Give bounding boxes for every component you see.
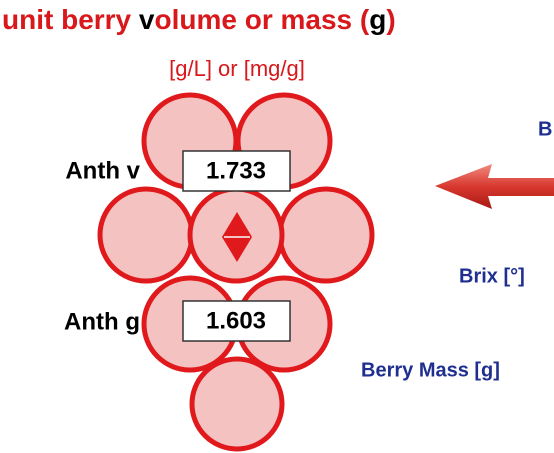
title-part: g [369,4,386,35]
field-value: 1.733 [206,157,266,184]
field-label: Anth g [64,308,140,335]
grape-cluster [97,92,375,452]
berry [97,186,195,284]
title-part: v [139,4,155,35]
title-part: unit berry [2,4,139,35]
right-label: Brix [°] [459,265,525,287]
title: unit berry volume or mass (g) [2,4,396,35]
value-box [182,300,291,342]
value-box [182,150,291,192]
right-label: Berry Mass [g] [361,359,500,381]
field-value: 1.603 [206,307,266,334]
subtitle: [g/L] or [mg/g] [169,56,305,81]
right-label: B [538,118,552,140]
berry [189,356,285,452]
title-part: ) [386,4,395,35]
arrow [435,164,554,209]
field-label: Anth v [65,157,140,184]
berry [277,186,375,284]
title-part: olume or mass ( [155,4,370,35]
